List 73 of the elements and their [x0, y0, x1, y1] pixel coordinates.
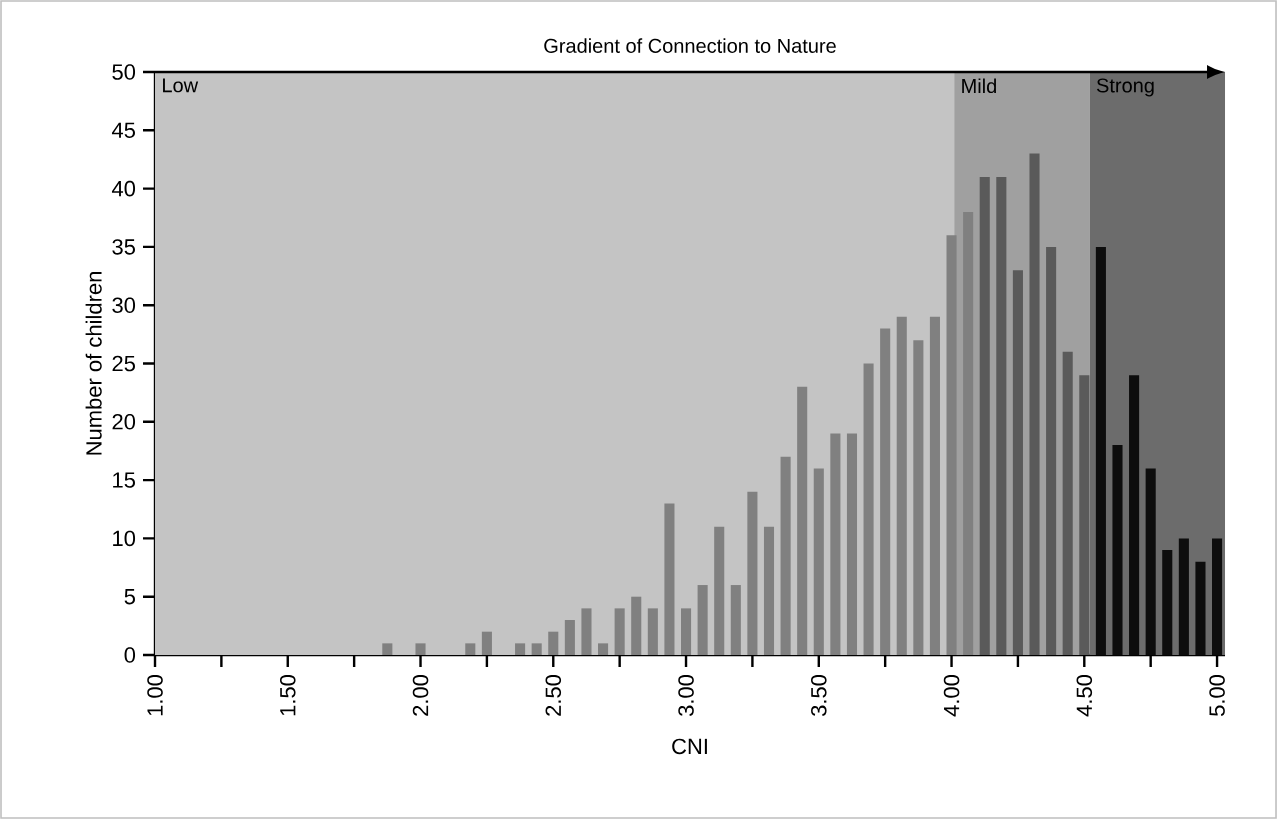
bar — [913, 340, 924, 655]
bar — [714, 526, 725, 655]
bar — [863, 363, 874, 655]
bar — [946, 235, 957, 655]
band-label: Mild — [962, 78, 996, 94]
bar — [1029, 153, 1040, 655]
bar — [1046, 246, 1057, 655]
bar — [631, 596, 642, 655]
bar — [515, 643, 526, 655]
bar — [680, 608, 692, 655]
bar — [880, 328, 891, 655]
bar — [548, 631, 559, 655]
bar — [1195, 561, 1206, 655]
bar — [664, 503, 675, 655]
x-tick-label: 2.00 — [412, 674, 429, 716]
y-tick-label: 10 — [113, 530, 136, 547]
y-tick-label: 30 — [112, 297, 136, 313]
y-tick-label: 15 — [113, 472, 135, 488]
x-axis-title: CNI — [672, 738, 707, 755]
bar — [1212, 538, 1223, 655]
bar — [415, 643, 426, 655]
bar — [465, 643, 476, 655]
bar — [1145, 468, 1156, 655]
bar — [747, 491, 758, 655]
x-tick-label: 3.00 — [678, 674, 694, 717]
y-tick-label: 45 — [111, 122, 135, 138]
bar — [1129, 375, 1140, 655]
x-tick-label: 3.50 — [811, 674, 827, 717]
bar — [564, 620, 575, 655]
x-tick-label: 1.00 — [147, 674, 163, 716]
band-label: Strong — [1096, 78, 1154, 97]
y-tick-label: 0 — [124, 647, 136, 663]
bar — [1079, 375, 1090, 655]
bar — [531, 643, 542, 655]
bar — [1178, 538, 1189, 655]
bar — [647, 608, 658, 655]
bar — [1095, 246, 1106, 655]
bar — [1012, 270, 1023, 655]
bar — [896, 316, 907, 655]
y-tick-label: 40 — [111, 180, 136, 197]
bar — [963, 211, 974, 655]
bar — [763, 526, 775, 655]
x-tick-label: 5.00 — [1209, 674, 1225, 717]
bar — [797, 386, 808, 655]
bar — [697, 585, 708, 655]
x-tick-label: 4.50 — [1076, 674, 1093, 717]
band-label: Low — [163, 78, 199, 93]
bar — [780, 456, 791, 655]
chart-title: Gradient of Connection to Nature — [544, 38, 836, 53]
x-tick-label: 1.50 — [280, 674, 296, 716]
bar — [979, 176, 990, 655]
bar — [382, 643, 393, 655]
bar — [481, 631, 492, 655]
y-axis-title: Number of children — [85, 272, 102, 455]
y-tick-label: 50 — [112, 64, 136, 80]
bar — [598, 643, 609, 655]
x-tick-label: 2.50 — [545, 674, 562, 716]
bar — [846, 433, 858, 655]
y-tick-label: 20 — [112, 414, 136, 430]
bar — [730, 585, 741, 655]
bar — [614, 608, 625, 655]
bar — [996, 176, 1007, 655]
bar — [1062, 351, 1073, 655]
y-tick-label: 35 — [112, 239, 135, 255]
bar — [581, 608, 592, 655]
bar — [813, 468, 824, 655]
bar — [830, 433, 841, 655]
bar — [1162, 550, 1173, 655]
bar — [929, 316, 940, 655]
x-tick-label: 4.00 — [943, 674, 960, 717]
bar — [1112, 445, 1123, 655]
y-tick-label: 5 — [124, 589, 135, 605]
y-tick-label: 25 — [112, 355, 135, 372]
